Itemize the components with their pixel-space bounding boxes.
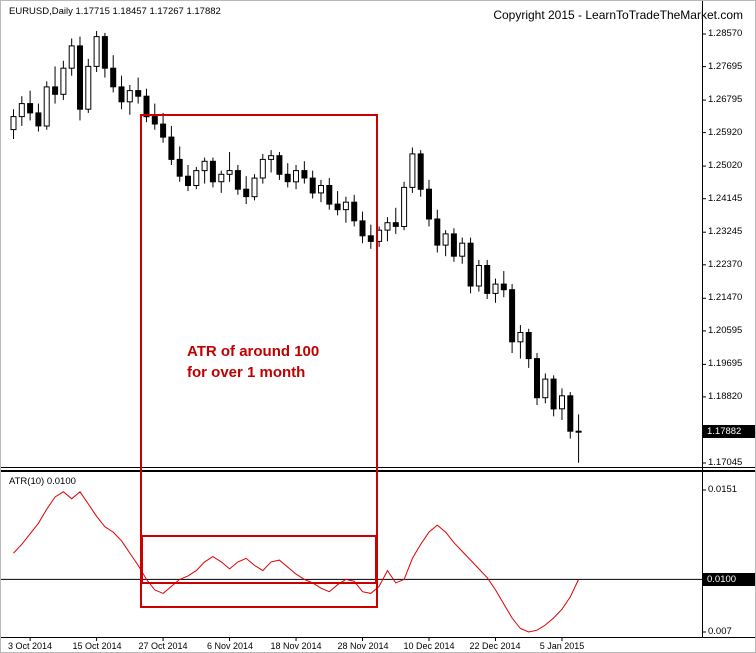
bear-candle [77, 45, 83, 110]
bear-candle [417, 153, 424, 190]
bear-candle [309, 177, 316, 194]
bear-candle [484, 265, 491, 294]
bear-candle [334, 203, 341, 211]
bull-candle [559, 395, 565, 410]
bull-candle [384, 222, 391, 231]
atr-line [13, 491, 580, 633]
bull-candle [475, 265, 482, 287]
bull-candle [251, 177, 258, 198]
bear-candle [168, 136, 175, 160]
bear-candle [143, 95, 150, 118]
bear-candle [101, 36, 108, 69]
bull-candle [259, 158, 266, 179]
bear-candle [326, 185, 333, 205]
current-price-tag: 1.17882 [703, 425, 755, 438]
bear-candle [209, 160, 216, 183]
bear-candle [367, 235, 374, 242]
bull-candle [60, 67, 67, 95]
bear-candle [450, 233, 457, 257]
bull-candle [226, 170, 233, 175]
bear-candle [52, 86, 59, 95]
bull-candle [409, 153, 416, 188]
bull-candle [401, 186, 408, 227]
annotation-box-price-range [140, 114, 378, 608]
bull-candle [318, 185, 324, 194]
bear-candle [110, 67, 117, 88]
bull-candle [492, 283, 499, 294]
bear-candle [185, 175, 191, 186]
bear-candle [392, 222, 399, 227]
bull-candle [126, 90, 133, 103]
bull-candle [85, 65, 92, 110]
bear-candle [509, 289, 516, 343]
bear-candle [243, 188, 250, 198]
bull-candle [542, 378, 549, 399]
annotation-box-atr-range [141, 535, 377, 584]
bear-candle [284, 173, 291, 183]
bear-candle [575, 430, 582, 433]
bear-candle [151, 116, 158, 125]
bull-candle [459, 242, 466, 257]
copyright-watermark: Copyright 2015 - LearnToTradeTheMarket.c… [493, 8, 743, 22]
bear-candle [426, 188, 432, 220]
bear-candle [160, 123, 167, 138]
bear-candle [234, 170, 241, 190]
bull-candle [10, 116, 17, 131]
bull-candle [268, 155, 275, 160]
atr-indicator-label: ATR(10) 0.0100 [9, 476, 76, 487]
bull-candle [442, 233, 449, 246]
bull-candle [43, 86, 50, 127]
symbol-ohlc-quote: EURUSD,Daily 1.17715 1.18457 1.17267 1.1… [9, 6, 221, 17]
bull-candle [18, 103, 25, 118]
bear-candle [567, 395, 574, 432]
bear-candle [550, 378, 557, 410]
bear-candle [500, 283, 507, 291]
bear-candle [467, 242, 474, 287]
bull-candle [193, 170, 200, 187]
bull-candle [218, 173, 225, 183]
bear-candle [176, 158, 183, 177]
bear-candle [276, 155, 283, 175]
atr-annotation-text: ATR of around 100 for over 1 month [187, 341, 319, 383]
bull-candle [517, 332, 524, 343]
atr-annotation-line1: ATR of around 100 [187, 343, 320, 360]
bull-candle [68, 45, 75, 69]
atr-current-value-tag: 0.0100 [703, 573, 755, 586]
atr-annotation-line2: for over 1 month [187, 364, 306, 381]
bull-candle [201, 160, 208, 172]
bear-candle [301, 170, 308, 179]
bear-candle [118, 86, 125, 103]
bull-candle [93, 36, 100, 67]
bear-candle [359, 220, 366, 237]
bear-candle [351, 201, 358, 222]
bear-candle [534, 358, 540, 399]
bull-candle [342, 201, 349, 211]
bear-candle [35, 112, 42, 127]
bear-candle [434, 218, 441, 246]
bull-candle [293, 170, 299, 183]
bear-candle [27, 103, 34, 114]
bear-candle [135, 90, 142, 97]
bear-candle [525, 332, 532, 360]
